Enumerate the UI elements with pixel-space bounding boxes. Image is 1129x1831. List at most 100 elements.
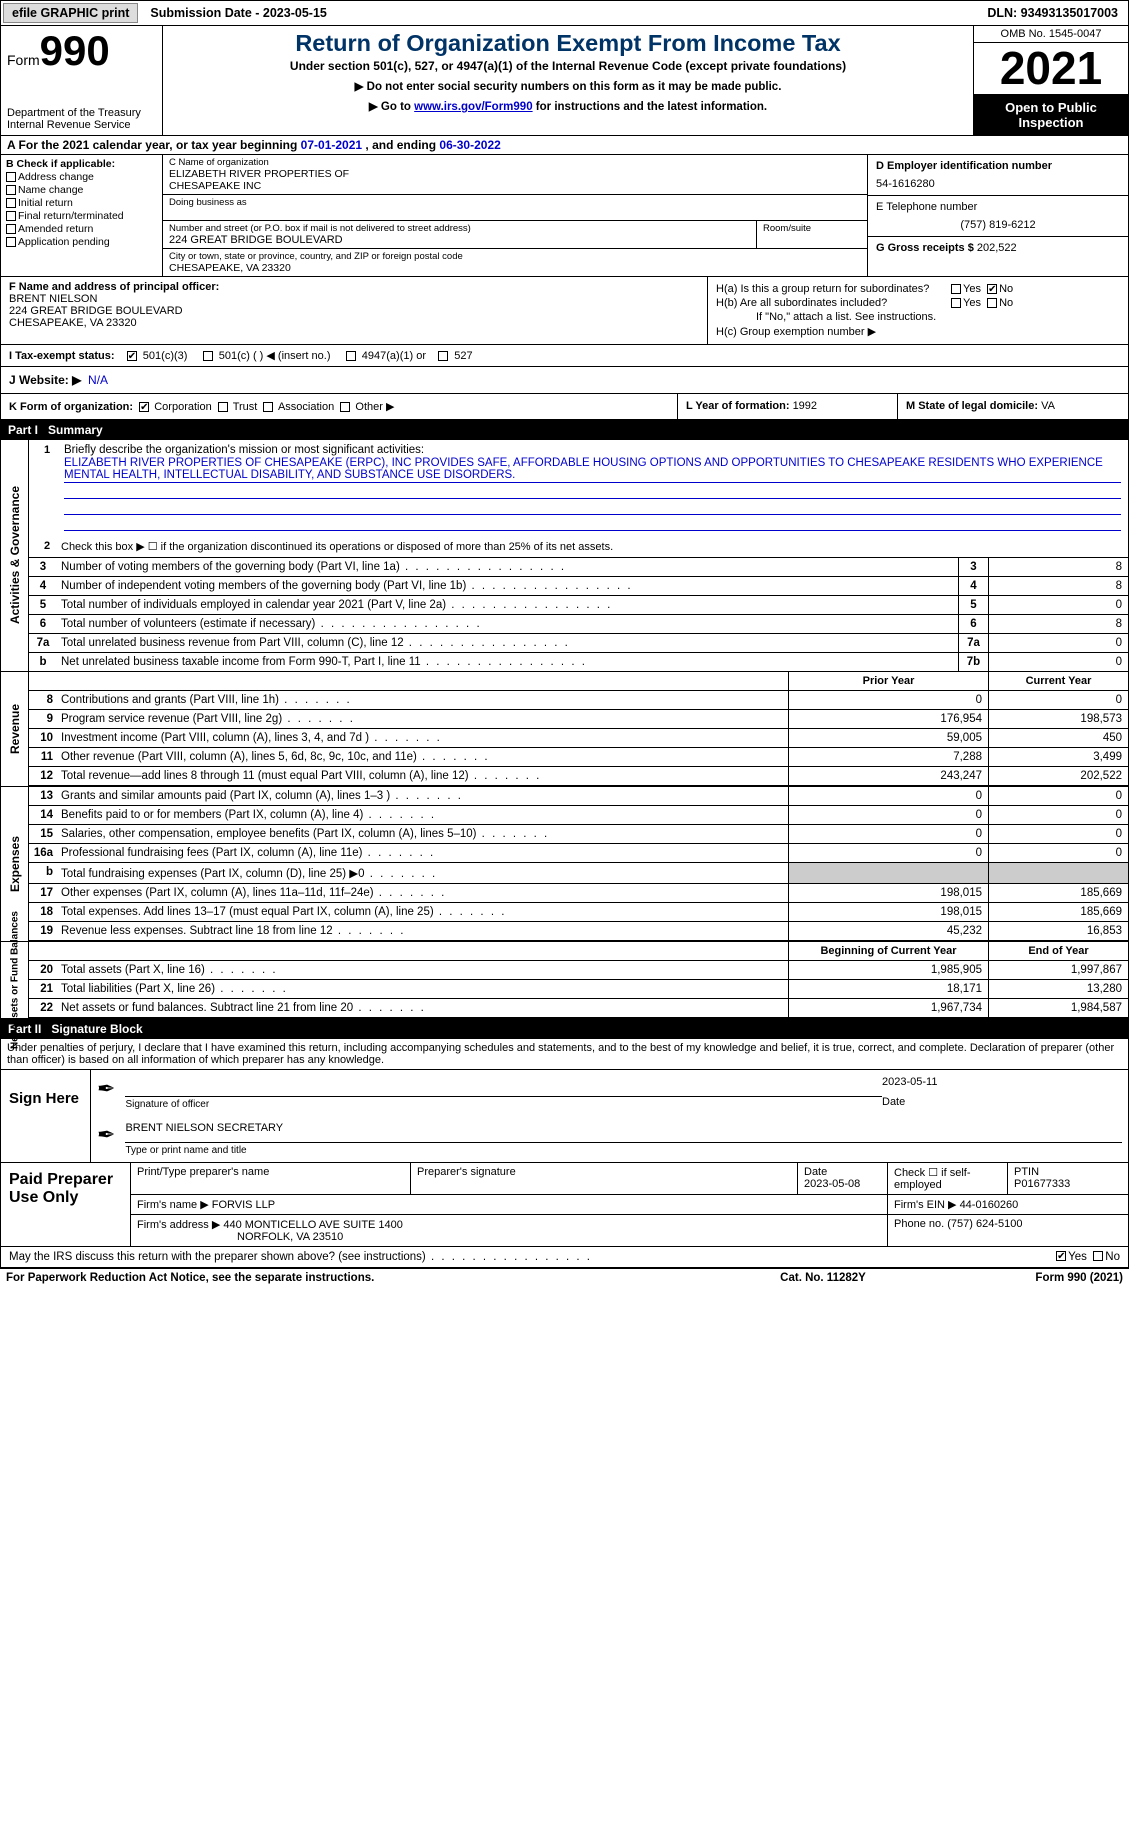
h-c-label: H(c) Group exemption number ▶ [716, 325, 876, 338]
officer-label: F Name and address of principal officer: [9, 281, 699, 293]
part-1-header: Part ISummary [0, 420, 1129, 440]
ptin-label: PTIN [1014, 1166, 1039, 1178]
footer: For Paperwork Reduction Act Notice, see … [0, 1268, 1129, 1287]
tax-exempt-row: I Tax-exempt status: 501(c)(3) 501(c) ( … [0, 345, 1129, 367]
checkbox-app-pending[interactable] [6, 237, 16, 247]
checkbox-name-change[interactable] [6, 185, 16, 195]
col-prior-year: Prior Year [788, 672, 988, 690]
irs-link[interactable]: www.irs.gov/Form990 [414, 101, 532, 113]
box-b-label: B Check if applicable: [6, 158, 157, 170]
preparer-name-label: Print/Type preparer's name [131, 1163, 411, 1194]
h-b-label: H(b) Are all subordinates included? [716, 297, 951, 309]
checkbox-other[interactable] [340, 402, 350, 412]
data-row: 16aProfessional fundraising fees (Part I… [29, 844, 1128, 863]
omb-number: OMB No. 1545-0047 [974, 26, 1128, 43]
firm-name-label: Firm's name ▶ [137, 1199, 212, 1211]
data-row: 20Total assets (Part X, line 16)1,985,90… [29, 961, 1128, 980]
ein-label: D Employer identification number [876, 160, 1120, 172]
checkbox-initial-return[interactable] [6, 198, 16, 208]
firm-phone-label: Phone no. [894, 1218, 947, 1230]
form-title: Return of Organization Exempt From Incom… [167, 30, 969, 57]
topbar: efile GRAPHIC print Submission Date - 20… [0, 0, 1129, 26]
checkbox-amended[interactable] [6, 224, 16, 234]
fgh-block: F Name and address of principal officer:… [0, 277, 1129, 345]
vlabel-activities: Activities & Governance [8, 486, 22, 624]
checkbox-assoc[interactable] [263, 402, 273, 412]
officer-addr1: 224 GREAT BRIDGE BOULEVARD [9, 305, 699, 317]
summary-row: 5Total number of individuals employed in… [29, 596, 1128, 615]
pen-icon: ✒ [97, 1076, 115, 1110]
preparer-sig-label: Preparer's signature [411, 1163, 798, 1194]
paid-preparer-label: Paid Preparer Use Only [1, 1163, 131, 1246]
checkbox-address-change[interactable] [6, 172, 16, 182]
checkbox-corp[interactable] [139, 402, 149, 412]
col-beginning: Beginning of Current Year [788, 942, 988, 960]
paperwork-notice: For Paperwork Reduction Act Notice, see … [6, 1272, 723, 1284]
klm-row: K Form of organization: Corporation Trus… [0, 394, 1129, 420]
vlabel-netassets: Net Assets or Fund Balances [9, 911, 20, 1049]
website-value: N/A [88, 373, 108, 387]
data-row: 14Benefits paid to or for members (Part … [29, 806, 1128, 825]
addr-label: Number and street (or P.O. box if mail i… [169, 223, 750, 234]
data-row: 11Other revenue (Part VIII, column (A), … [29, 748, 1128, 767]
org-name: ELIZABETH RIVER PROPERTIES OFCHESAPEAKE … [169, 168, 861, 192]
data-row: 15Salaries, other compensation, employee… [29, 825, 1128, 844]
data-row: 19Revenue less expenses. Subtract line 1… [29, 922, 1128, 941]
firm-addr1: 440 MONTICELLO AVE SUITE 1400 [223, 1219, 403, 1231]
ein-value: 54-1616280 [876, 178, 1120, 190]
sign-date: 2023-05-11 [882, 1076, 1122, 1096]
data-row: 22Net assets or fund balances. Subtract … [29, 999, 1128, 1018]
data-row: 12Total revenue—add lines 8 through 11 (… [29, 767, 1128, 786]
checkbox-527[interactable] [438, 351, 448, 361]
checkbox-discuss-no[interactable] [1093, 1251, 1103, 1261]
form-number: 990 [40, 27, 110, 74]
summary-row: 7aTotal unrelated business revenue from … [29, 634, 1128, 653]
checkbox-501c3[interactable] [127, 351, 137, 361]
ptin-value: P01677333 [1014, 1178, 1070, 1190]
checkbox-hb-yes[interactable] [951, 298, 961, 308]
checkbox-501c[interactable] [203, 351, 213, 361]
firm-name: FORVIS LLP [212, 1199, 275, 1211]
city-label: City or town, state or province, country… [169, 251, 861, 262]
checkbox-trust[interactable] [218, 402, 228, 412]
summary-netassets: Net Assets or Fund Balances Beginning of… [0, 942, 1129, 1019]
vlabel-revenue: Revenue [8, 704, 22, 754]
officer-name: BRENT NIELSON [9, 293, 699, 305]
checkbox-discuss-yes[interactable] [1056, 1251, 1066, 1261]
checkbox-ha-yes[interactable] [951, 284, 961, 294]
part-2-header: Part IISignature Block [0, 1019, 1129, 1039]
h-a-label: H(a) Is this a group return for subordin… [716, 283, 951, 295]
checkbox-4947[interactable] [346, 351, 356, 361]
submission-date: Submission Date - 2023-05-15 [140, 4, 336, 22]
state-domicile: VA [1041, 400, 1055, 412]
data-row: 9Program service revenue (Part VIII, lin… [29, 710, 1128, 729]
firm-addr2: NORFOLK, VA 23510 [137, 1231, 343, 1243]
mission-label: Briefly describe the organization's miss… [64, 444, 1121, 456]
cat-number: Cat. No. 11282Y [723, 1272, 923, 1284]
website-row: J Website: ▶ N/A [0, 367, 1129, 394]
dba-label: Doing business as [169, 197, 861, 208]
instr-1: ▶ Do not enter social security numbers o… [167, 79, 969, 93]
data-row: 17Other expenses (Part IX, column (A), l… [29, 884, 1128, 903]
self-employed-check[interactable]: Check ☐ if self-employed [888, 1163, 1008, 1194]
firm-addr-label: Firm's address ▶ [137, 1219, 223, 1231]
data-row: 21Total liabilities (Part X, line 26)18,… [29, 980, 1128, 999]
penalty-text: Under penalties of perjury, I declare th… [0, 1039, 1129, 1070]
efile-print-button[interactable]: efile GRAPHIC print [3, 3, 138, 23]
checkbox-final-return[interactable] [6, 211, 16, 221]
officer-addr2: CHESAPEAKE, VA 23320 [9, 317, 699, 329]
room-label: Room/suite [763, 223, 861, 234]
line-a: A For the 2021 calendar year, or tax yea… [0, 136, 1129, 155]
data-row: 10Investment income (Part VIII, column (… [29, 729, 1128, 748]
prep-date: 2023-05-08 [804, 1178, 860, 1190]
form-ref: Form 990 (2021) [923, 1272, 1123, 1284]
form-subtitle: Under section 501(c), 527, or 4947(a)(1)… [167, 59, 969, 73]
checkbox-ha-no[interactable] [987, 284, 997, 294]
phone-label: E Telephone number [876, 201, 1120, 213]
prep-date-label: Date [804, 1166, 827, 1178]
gross-receipts-value: 202,522 [977, 242, 1017, 254]
checkbox-hb-no[interactable] [987, 298, 997, 308]
sign-block: Sign Here ✒ Signature of officer 2023-05… [0, 1070, 1129, 1163]
org-address: 224 GREAT BRIDGE BOULEVARD [169, 234, 750, 246]
tax-year: 2021 [974, 43, 1128, 95]
